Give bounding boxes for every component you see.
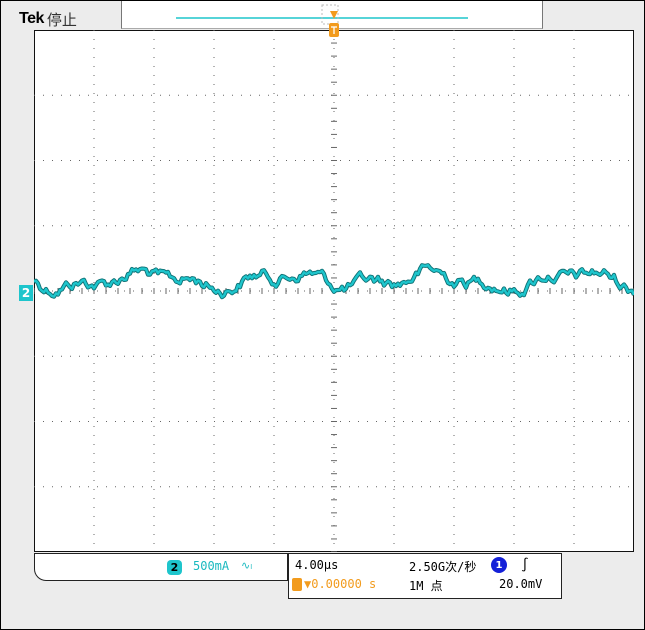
graticule <box>34 30 634 552</box>
horizontal-trigger-readout[interactable]: 4.00µs 2.50G次/秒 ▼0.00000 s 1M 点 1 ∫ 20.0… <box>288 553 562 599</box>
acquisition-status: Tek 停止 <box>19 8 77 30</box>
ch2-waveform <box>34 264 634 299</box>
bandwidth-limit-icon: ∿ₗ <box>241 559 253 572</box>
trigger-slope-icon: ∫ <box>521 558 529 573</box>
vertical-readout[interactable]: 2 500mA ∿ₗ <box>34 553 288 581</box>
timebase: 4.00µs <box>295 558 339 572</box>
trigger-level: 20.0mV <box>499 577 543 591</box>
sample-rate: 2.50G次/秒 <box>409 560 477 574</box>
ch2-scale: 500mA <box>193 559 230 573</box>
acq-state-label: 停止 <box>46 10 77 29</box>
ch2-ground-marker[interactable]: 2 <box>19 285 33 301</box>
status-readouts: 2 500mA ∿ₗ 4.00µs 2.50G次/秒 ▼0.00000 s 1M… <box>34 553 634 599</box>
record-length: 1M 点 <box>409 579 443 593</box>
trigger-position: ▼0.00000 s <box>304 577 377 591</box>
record-view-bar <box>176 4 468 25</box>
brand-logo: Tek <box>19 10 44 27</box>
ch2-badge: 2 <box>167 560 182 575</box>
waveform-display[interactable] <box>34 30 634 552</box>
trigger-position-icon[interactable] <box>327 9 341 41</box>
trigger-marker-badge <box>292 578 302 591</box>
trigger-source-badge: 1 <box>491 557 507 573</box>
